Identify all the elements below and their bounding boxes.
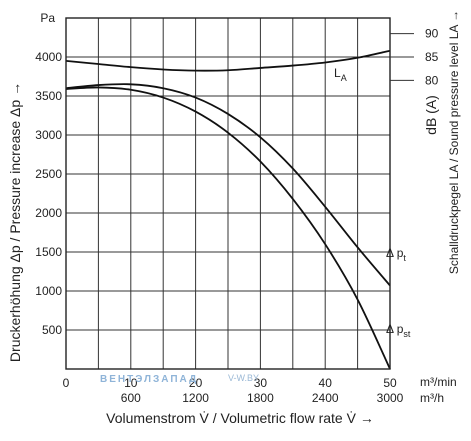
db-tick-label: 80 — [425, 73, 439, 87]
y-tick-label: 3000 — [35, 128, 62, 142]
watermark-site: V-W.BY — [228, 373, 259, 383]
series-line — [65, 83, 391, 287]
x-tick-label-min: 50 — [383, 376, 397, 390]
y-tick-label: 1000 — [35, 284, 62, 298]
curves — [65, 49, 391, 370]
y-tick-label: 2500 — [35, 167, 62, 181]
series-line — [65, 86, 391, 370]
y-tick-label: 500 — [42, 323, 62, 337]
watermark-brand: ВЕНТЭЛЗАПАД — [100, 374, 198, 385]
ticks: 90 85 80 500 1000 1500 2000 2500 3000 3500 4000 0 10… — [35, 27, 438, 405]
y-tick-label: 3500 — [35, 89, 62, 103]
db-tick-label: 90 — [425, 27, 439, 41]
x-unit-h-label: m³/h — [420, 391, 444, 405]
series-line — [65, 49, 391, 72]
x-tick-label-min: 10 — [124, 376, 138, 390]
y-axis-title-right-db: dB (A) — [423, 95, 439, 135]
x-tick-label-h: 600 — [121, 391, 141, 405]
x-unit-min-label: m³/min — [420, 375, 457, 389]
plot-frame — [65, 17, 391, 370]
y-axis-title-right-desc: Schalldruckpegel LA / Sound pressure lev… — [447, 10, 461, 274]
x-tick-label-h: 1800 — [247, 391, 274, 405]
y-tick-label: 4000 — [35, 50, 62, 64]
curve-label-la: LA — [334, 66, 347, 83]
x-tick-label-min: 40 — [319, 376, 333, 390]
y-unit-label: Pa — [40, 11, 55, 25]
x-tick-label-min: 0 — [63, 376, 70, 390]
x-tick-label-h: 1200 — [182, 391, 209, 405]
x-tick-label-h: 3000 — [377, 391, 404, 405]
grid — [66, 18, 390, 369]
x-tick-label-min: 30 — [254, 376, 268, 390]
y-axis-title-left: Druckerhöhung Δp / Pressure increase Δp … — [7, 82, 23, 362]
x-tick-label-min: 20 — [189, 376, 203, 390]
curve-label-pst: Δ pst — [386, 322, 411, 339]
curve-label-pt: Δ pt — [386, 246, 406, 263]
x-axis-title: Volumenstrom V̇ / Volumetric flow rate V… — [106, 410, 374, 426]
y-tick-label: 1500 — [35, 245, 62, 259]
y-tick-label: 2000 — [35, 206, 62, 220]
x-tick-label-h: 2400 — [312, 391, 339, 405]
db-tick-label: 85 — [425, 50, 439, 64]
